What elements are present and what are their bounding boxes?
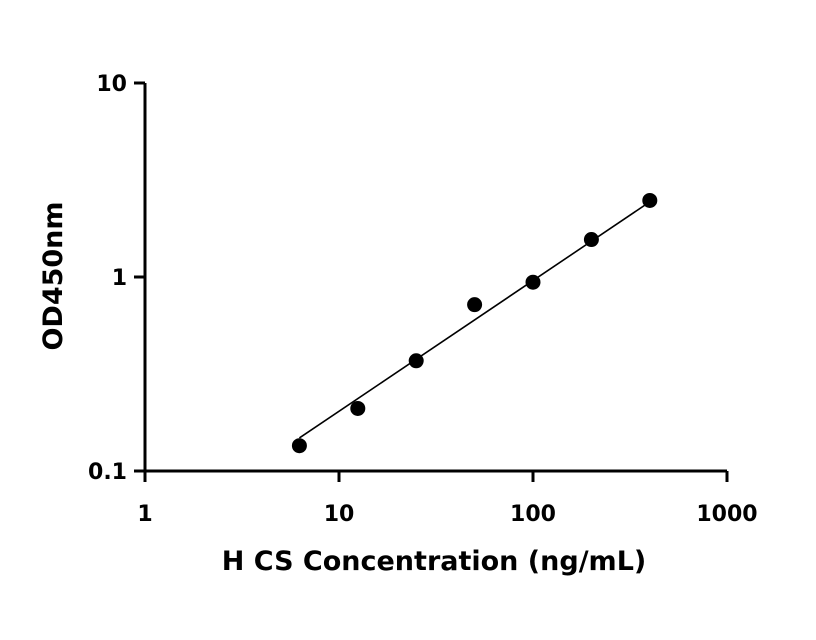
y-axis-ticks: 0.1 1 10 (88, 72, 145, 485)
x-tick-label: 1 (137, 502, 152, 527)
data-point (583, 232, 599, 248)
x-axis-ticks: 1 10 100 1000 (137, 471, 758, 527)
x-tick-label: 1000 (696, 502, 757, 527)
data-point (525, 274, 541, 290)
data-point (350, 400, 366, 416)
axes (143, 83, 727, 473)
y-axis-title: OD450nm (38, 201, 69, 350)
x-tick-label: 10 (324, 502, 355, 527)
data-point (467, 297, 483, 313)
y-tick-label: 1 (112, 266, 127, 291)
y-tick-label: 0.1 (88, 460, 127, 485)
data-point (408, 353, 424, 369)
x-tick-label: 100 (510, 502, 556, 527)
x-axis-title: H CS Concentration (ng/mL) (222, 546, 647, 577)
y-tick-label: 10 (96, 72, 127, 97)
data-points (291, 192, 658, 454)
data-point (291, 438, 307, 454)
data-point (642, 192, 658, 208)
